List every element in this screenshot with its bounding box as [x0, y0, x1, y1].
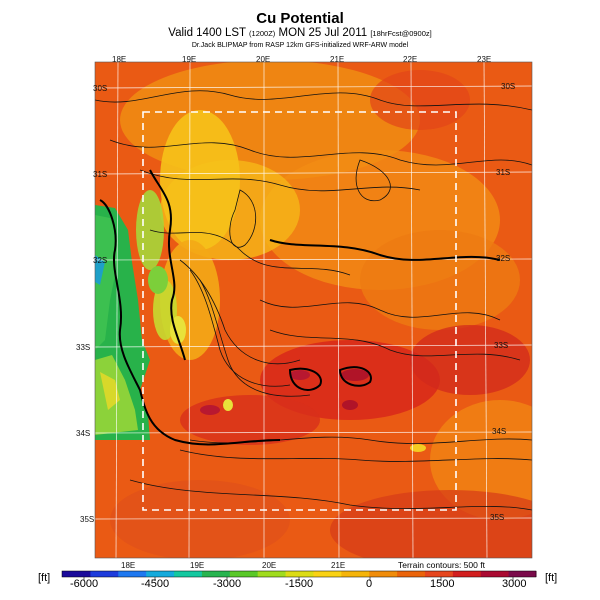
lon-label-bottom: 20E: [262, 561, 277, 570]
colorbar-label: -3000: [213, 578, 242, 590]
lat-label-left: 32S: [93, 256, 108, 265]
colorbar-unit-left: [ft]: [38, 572, 51, 584]
colorbar-label: 1500: [430, 578, 455, 590]
colorbar-swatch: [285, 571, 314, 577]
lon-label-top: 19E: [182, 55, 197, 64]
lon-label-top: 18E: [112, 55, 127, 64]
colorbar-swatch: [508, 571, 537, 577]
coastline: [99, 169, 501, 446]
colorbar: [61, 570, 537, 578]
inner-domain-box: [142, 111, 457, 511]
lat-label-left: 31S: [93, 170, 108, 179]
colorbar-unit-right: [ft]: [545, 572, 558, 584]
lat-label-left: 30S: [93, 84, 108, 93]
colorbar-label: -1500: [285, 578, 314, 590]
valid-time-line: Valid 1400 LST (1200Z) MON 25 Jul 2011 […: [0, 27, 600, 39]
lon-label-top: 20E: [256, 55, 271, 64]
colorbar-ticks: [83, 577, 514, 581]
colorbar-swatch: [145, 571, 175, 577]
colorbar-swatch: [201, 571, 230, 577]
lon-label-bottom: 18E: [121, 561, 136, 570]
lat-label-right: 35S: [490, 513, 505, 522]
valid-date: MON 25 Jul 2011: [278, 27, 368, 39]
colorbar-label: -4500: [141, 578, 170, 590]
colorbar-swatch: [62, 571, 91, 577]
lat-label-right: 30S: [501, 82, 516, 91]
lat-label-left: 35S: [80, 515, 95, 524]
colorbar-label: 0: [366, 578, 373, 590]
colorbar-swatch: [340, 571, 370, 577]
colorbar-swatch: [480, 571, 509, 577]
terrain-contours-note: Terrain contours: 500 ft: [398, 560, 485, 570]
model-credit: Dr.Jack BLIPMAP from RASP 12km GFS-initi…: [191, 42, 409, 49]
utc-time: (1200Z): [249, 29, 276, 38]
lat-label-left: 33S: [76, 343, 91, 352]
lat-label-left: 34S: [76, 429, 91, 438]
map-frame: [94, 61, 533, 559]
lon-label-top: 21E: [330, 55, 345, 64]
colorbar-swatch: [424, 571, 453, 577]
terrain-contours: [95, 90, 532, 511]
colorbar-swatch: [368, 571, 398, 577]
colorbar-swatch: [229, 571, 258, 577]
lat-label-right: 33S: [494, 341, 509, 350]
lat-label-right: 34S: [492, 427, 507, 436]
colorbar-swatch: [117, 571, 147, 577]
valid-time: Valid 1400 LST: [168, 27, 246, 39]
colorbar-label: -6000: [70, 578, 99, 590]
colorbar-swatch: [396, 571, 425, 577]
colorbar-swatch: [312, 571, 342, 577]
colorbar-swatch: [452, 571, 481, 577]
colorbar-label: 3000: [502, 578, 527, 590]
lon-label-bottom: 21E: [331, 561, 346, 570]
graticule: [95, 62, 532, 558]
lon-label-top: 22E: [403, 55, 418, 64]
lon-label-top: 23E: [477, 55, 492, 64]
lon-label-bottom: 19E: [190, 561, 205, 570]
lat-label-right: 32S: [496, 254, 511, 263]
colorbar-swatch: [89, 571, 119, 577]
colorbar-swatch: [257, 571, 286, 577]
chart-title: Cu Potential: [256, 10, 344, 27]
forecast-tag: [18hrFcst@0900z]: [370, 29, 432, 38]
lat-label-right: 31S: [496, 168, 511, 177]
field-layer: [95, 62, 532, 558]
colorbar-swatch: [173, 571, 202, 577]
